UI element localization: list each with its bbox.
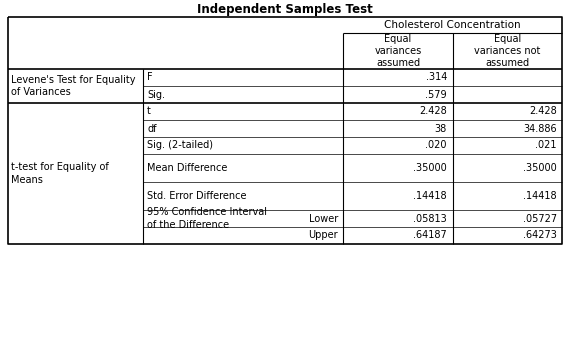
Text: Mean Difference: Mean Difference	[147, 163, 227, 173]
Text: .314: .314	[426, 73, 447, 82]
Text: .020: .020	[426, 140, 447, 151]
Text: .14418: .14418	[413, 191, 447, 201]
Text: Lower: Lower	[309, 213, 338, 224]
Text: 95% Confidence Interval
of the Difference: 95% Confidence Interval of the Differenc…	[147, 207, 267, 230]
Text: .579: .579	[425, 90, 447, 99]
Text: .05813: .05813	[413, 213, 447, 224]
Text: Equal
variances
assumed: Equal variances assumed	[374, 34, 422, 68]
Text: Upper: Upper	[308, 231, 338, 241]
Text: .64273: .64273	[523, 231, 557, 241]
Text: Independent Samples Test: Independent Samples Test	[197, 3, 373, 16]
Text: F: F	[147, 73, 152, 82]
Text: 2.428: 2.428	[529, 106, 557, 117]
Text: .021: .021	[536, 140, 557, 151]
Text: .35000: .35000	[523, 163, 557, 173]
Text: .64187: .64187	[413, 231, 447, 241]
Text: Sig. (2-tailed): Sig. (2-tailed)	[147, 140, 213, 151]
Text: 38: 38	[435, 123, 447, 134]
Text: .05727: .05727	[523, 213, 557, 224]
Text: Levene's Test for Equality
of Variances: Levene's Test for Equality of Variances	[11, 75, 135, 97]
Text: Cholesterol Concentration: Cholesterol Concentration	[384, 20, 521, 30]
Text: 34.886: 34.886	[523, 123, 557, 134]
Text: t: t	[147, 106, 151, 117]
Text: df: df	[147, 123, 156, 134]
Text: Sig.: Sig.	[147, 90, 165, 99]
Text: t-test for Equality of
Means: t-test for Equality of Means	[11, 162, 109, 185]
Text: .14418: .14418	[523, 191, 557, 201]
Text: Std. Error Difference: Std. Error Difference	[147, 191, 246, 201]
Text: 2.428: 2.428	[419, 106, 447, 117]
Text: Equal
variances not
assumed: Equal variances not assumed	[474, 34, 541, 68]
Text: .35000: .35000	[413, 163, 447, 173]
